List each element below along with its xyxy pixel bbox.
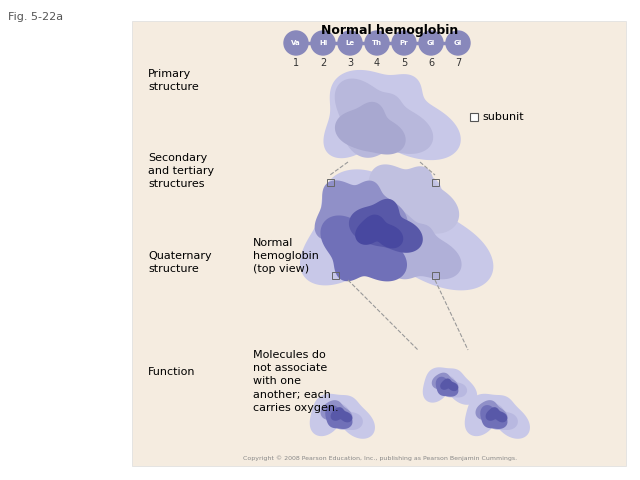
Text: 4: 4: [374, 58, 380, 68]
Text: 2: 2: [320, 58, 326, 68]
Polygon shape: [486, 407, 508, 422]
Text: Secondary
and tertiary
structures: Secondary and tertiary structures: [148, 153, 214, 190]
Circle shape: [311, 31, 335, 55]
Text: Hi: Hi: [319, 40, 327, 46]
Polygon shape: [438, 371, 468, 393]
Polygon shape: [335, 79, 433, 158]
Text: 5: 5: [401, 58, 407, 68]
Circle shape: [365, 31, 389, 55]
Text: Molecules do
not associate
with one
another; each
carries oxygen.: Molecules do not associate with one anot…: [253, 350, 339, 413]
FancyBboxPatch shape: [470, 113, 478, 121]
Text: Gl: Gl: [454, 40, 462, 46]
Polygon shape: [300, 169, 493, 290]
Text: 6: 6: [428, 58, 434, 68]
Text: Primary
structure: Primary structure: [148, 69, 199, 92]
Text: Pr: Pr: [400, 40, 408, 46]
Polygon shape: [423, 367, 477, 405]
Text: Normal
hemoglobin
(top view): Normal hemoglobin (top view): [253, 238, 319, 275]
Text: 3: 3: [347, 58, 353, 68]
Circle shape: [419, 31, 443, 55]
Polygon shape: [486, 404, 518, 430]
Text: Copyright © 2008 Pearson Education, Inc., publishing as Pearson Benjamin Cumming: Copyright © 2008 Pearson Education, Inc.…: [243, 456, 517, 461]
Circle shape: [284, 31, 308, 55]
Polygon shape: [373, 206, 461, 279]
Polygon shape: [483, 398, 520, 424]
Polygon shape: [325, 405, 353, 429]
Polygon shape: [321, 400, 353, 425]
Text: 1: 1: [293, 58, 299, 68]
Polygon shape: [328, 398, 365, 424]
Polygon shape: [335, 102, 406, 155]
Text: Va: Va: [291, 40, 301, 46]
Polygon shape: [321, 216, 407, 281]
Polygon shape: [465, 394, 530, 439]
Text: Gl: Gl: [427, 40, 435, 46]
Polygon shape: [355, 215, 403, 248]
Polygon shape: [332, 404, 363, 430]
Polygon shape: [436, 377, 458, 396]
Polygon shape: [480, 405, 508, 429]
Polygon shape: [315, 180, 408, 240]
Text: subunit: subunit: [482, 112, 524, 122]
Text: Le: Le: [346, 40, 355, 46]
Polygon shape: [323, 70, 461, 160]
Polygon shape: [331, 407, 352, 422]
Text: Normal hemoglobin: Normal hemoglobin: [321, 24, 459, 37]
Polygon shape: [476, 400, 508, 425]
Polygon shape: [432, 372, 458, 393]
Text: 7: 7: [455, 58, 461, 68]
Text: Fig. 5-22a: Fig. 5-22a: [8, 12, 63, 22]
Polygon shape: [349, 199, 423, 253]
Text: Quaternary
structure: Quaternary structure: [148, 251, 212, 274]
Polygon shape: [440, 378, 458, 391]
Polygon shape: [441, 376, 467, 397]
Polygon shape: [310, 394, 375, 439]
Text: Function: Function: [148, 367, 195, 377]
Circle shape: [392, 31, 416, 55]
Circle shape: [446, 31, 470, 55]
Polygon shape: [362, 164, 459, 234]
FancyBboxPatch shape: [132, 21, 626, 466]
Text: Th: Th: [372, 40, 382, 46]
Circle shape: [338, 31, 362, 55]
